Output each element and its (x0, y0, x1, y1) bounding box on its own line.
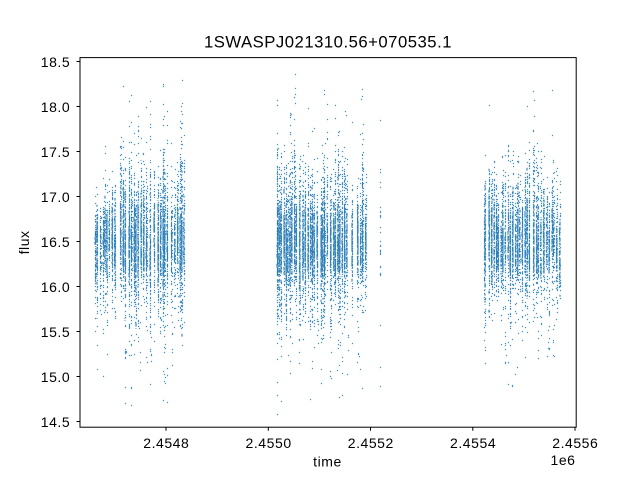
svg-text:2.4554: 2.4554 (450, 435, 496, 451)
svg-text:15.0: 15.0 (41, 369, 70, 385)
svg-text:18.5: 18.5 (41, 54, 70, 70)
svg-text:2.4556: 2.4556 (552, 435, 598, 451)
svg-text:2.4552: 2.4552 (348, 435, 394, 451)
svg-text:2.4550: 2.4550 (246, 435, 292, 451)
svg-text:1e6: 1e6 (550, 452, 575, 468)
svg-text:15.5: 15.5 (41, 324, 70, 340)
svg-text:17.0: 17.0 (41, 189, 70, 205)
svg-text:16.0: 16.0 (41, 279, 70, 295)
svg-text:1SWASPJ021310.56+070535.1: 1SWASPJ021310.56+070535.1 (204, 33, 452, 52)
svg-text:14.5: 14.5 (41, 414, 70, 430)
svg-text:16.5: 16.5 (41, 234, 70, 250)
svg-text:18.0: 18.0 (41, 99, 70, 115)
svg-text:flux: flux (16, 230, 32, 254)
svg-text:2.4548: 2.4548 (143, 435, 189, 451)
svg-text:17.5: 17.5 (41, 144, 70, 160)
svg-text:time: time (313, 454, 342, 470)
